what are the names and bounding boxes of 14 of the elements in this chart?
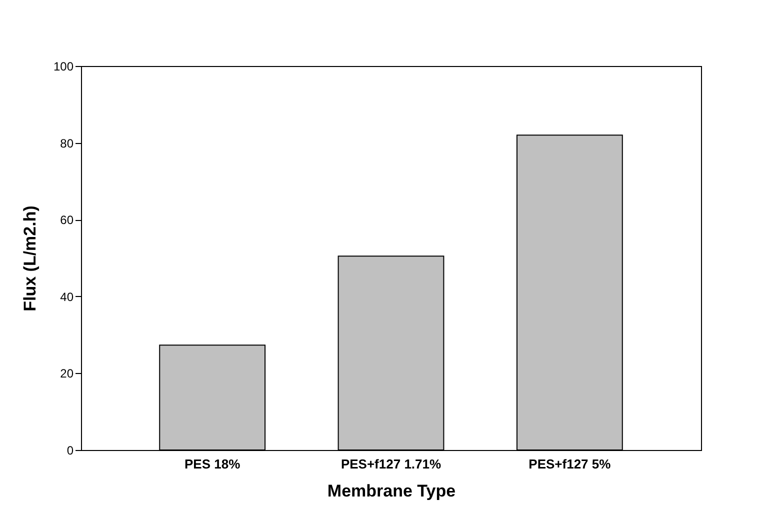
x-tick-label: PES+f127 5% [528, 456, 612, 472]
y-tick-label: 100 [53, 60, 74, 74]
y-tick-label: 80 [60, 136, 74, 150]
x-tick-label: PES+f127 1.71% [340, 456, 442, 472]
y-tick-label: 0 [66, 444, 74, 458]
bar [159, 344, 266, 450]
bar [516, 134, 623, 450]
y-axis-title: Flux (L/m2.h) [20, 206, 40, 312]
y-tick-label: 60 [60, 213, 74, 228]
y-tick-label: 40 [60, 290, 74, 304]
bar [338, 256, 444, 450]
y-tick-label: 20 [60, 366, 74, 381]
x-tick-label: PES 18% [184, 456, 241, 472]
x-axis-title: Membrane Type [327, 482, 456, 500]
